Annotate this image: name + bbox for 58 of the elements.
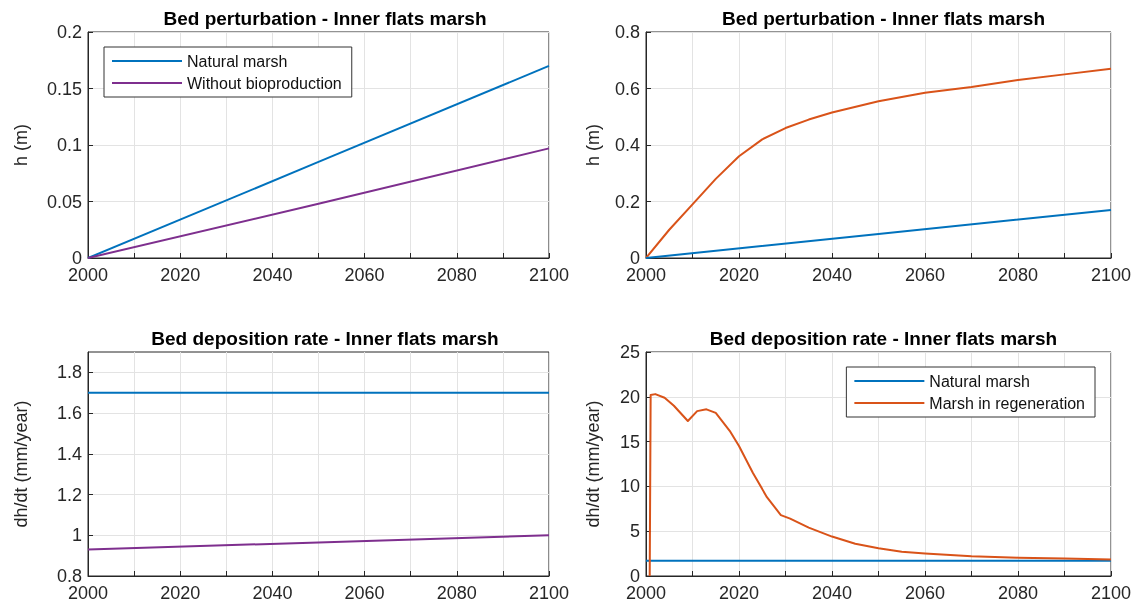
legend-label: Natural marsh	[187, 52, 288, 70]
y-tick-label: 15	[619, 431, 640, 452]
x-tick-label: 2040	[811, 583, 853, 603]
y-tick-label: 10	[619, 476, 640, 497]
legend-label: Without bioproduction	[187, 74, 342, 92]
x-tick-label: 2060	[344, 583, 385, 603]
y-tick-label: 0.2	[614, 191, 640, 212]
y-tick-label: 0.1	[56, 135, 82, 155]
y-axis-title: dh/dt (mm/year)	[11, 400, 31, 528]
x-tick-label: 2080	[997, 265, 1039, 285]
y-tick-label: 0.8	[56, 566, 82, 586]
x-tick-label: 2000	[625, 265, 667, 285]
y-axis-title: h (m)	[583, 124, 603, 166]
x-tick-label: 2100	[1090, 265, 1132, 285]
chart-title: Bed deposition rate - Inner flats marsh	[151, 328, 499, 349]
x-tick-label: 2000	[67, 265, 109, 285]
y-axis-title: h (m)	[11, 124, 31, 166]
y-tick-label: 0.4	[614, 135, 640, 155]
y-tick-label: 0	[629, 248, 640, 268]
legend-label: Natural marsh	[929, 372, 1030, 390]
x-tick-label: 2060	[904, 583, 946, 603]
x-tick-label: 2020	[160, 583, 201, 603]
y-tick-label: 25	[619, 342, 640, 362]
y-tick-label: 0.2	[56, 22, 82, 42]
x-tick-label: 2020	[718, 583, 760, 603]
x-tick-label: 2020	[160, 265, 201, 285]
x-tick-label: 2000	[67, 583, 109, 603]
y-tick-label: 0.6	[614, 78, 640, 99]
x-tick-label: 2040	[252, 265, 293, 285]
x-tick-label: 2040	[252, 583, 293, 603]
x-tick-label: 2100	[1090, 583, 1132, 603]
x-tick-label: 2000	[625, 583, 667, 603]
y-tick-label: 0.05	[46, 191, 82, 212]
y-tick-label: 0.15	[46, 78, 82, 99]
x-tick-label: 2060	[904, 265, 946, 285]
y-tick-label: 1.8	[56, 362, 82, 383]
y-tick-label: 0	[629, 566, 640, 586]
x-tick-label: 2100	[528, 265, 569, 285]
y-tick-label: 1.6	[56, 403, 82, 424]
x-tick-label: 2080	[436, 583, 477, 603]
y-tick-label: 1.2	[56, 484, 82, 505]
chart-title: Bed perturbation - Inner flats marsh	[721, 8, 1046, 29]
y-tick-label: 20	[619, 386, 640, 407]
chart-title: Bed perturbation - Inner flats marsh	[163, 8, 487, 29]
y-tick-label: 0	[71, 248, 82, 268]
x-tick-label: 2100	[528, 583, 569, 603]
x-tick-label: 2040	[811, 265, 853, 285]
x-tick-label: 2020	[718, 265, 760, 285]
y-axis-title: dh/dt (mm/year)	[583, 400, 603, 528]
x-tick-label: 2060	[344, 265, 385, 285]
y-tick-label: 5	[629, 521, 640, 542]
x-tick-label: 2080	[436, 265, 477, 285]
y-tick-label: 1	[71, 525, 82, 546]
y-tick-label: 0.8	[614, 22, 640, 42]
y-tick-label: 1.4	[56, 443, 82, 464]
legend-label: Marsh in regeneration	[929, 394, 1085, 412]
x-tick-label: 2080	[997, 583, 1039, 603]
chart-title: Bed deposition rate - Inner flats marsh	[709, 328, 1058, 349]
